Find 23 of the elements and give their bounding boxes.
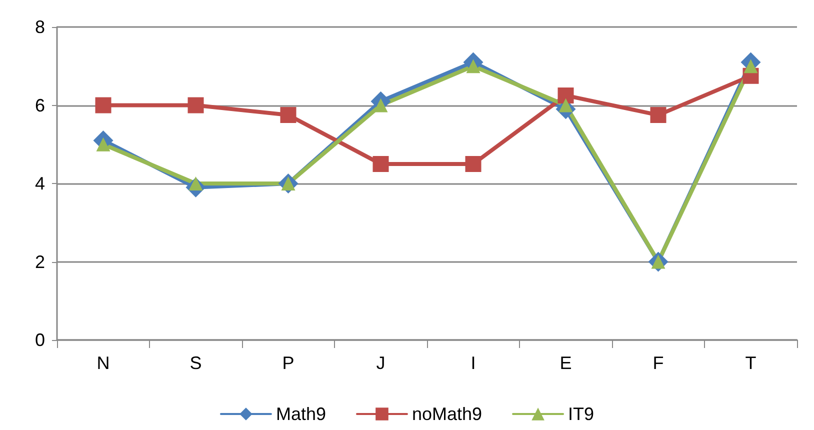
x-tick-label: S bbox=[190, 353, 202, 373]
x-tick-label: I bbox=[470, 353, 476, 373]
y-tick-label: 8 bbox=[34, 17, 45, 37]
x-tick-label: E bbox=[560, 353, 572, 373]
point bbox=[280, 107, 296, 124]
legend-label: noMath9 bbox=[412, 404, 482, 424]
point bbox=[650, 107, 666, 124]
point bbox=[372, 156, 389, 172]
point bbox=[188, 97, 204, 114]
point bbox=[558, 87, 574, 104]
legend-label: Math9 bbox=[276, 404, 326, 424]
point bbox=[465, 156, 482, 172]
x-tick-label: F bbox=[652, 353, 664, 373]
y-tick-label: 0 bbox=[34, 330, 45, 350]
x-tick-label: J bbox=[376, 353, 386, 373]
y-tick-label: 2 bbox=[34, 252, 45, 272]
x-tick-label: N bbox=[96, 353, 110, 373]
x-tick-label: P bbox=[282, 353, 294, 373]
legend-label: IT9 bbox=[568, 404, 594, 424]
point bbox=[95, 97, 112, 114]
x-tick-label: T bbox=[745, 353, 756, 373]
y-tick-label: 6 bbox=[34, 95, 45, 116]
y-tick-label: 4 bbox=[34, 174, 45, 194]
